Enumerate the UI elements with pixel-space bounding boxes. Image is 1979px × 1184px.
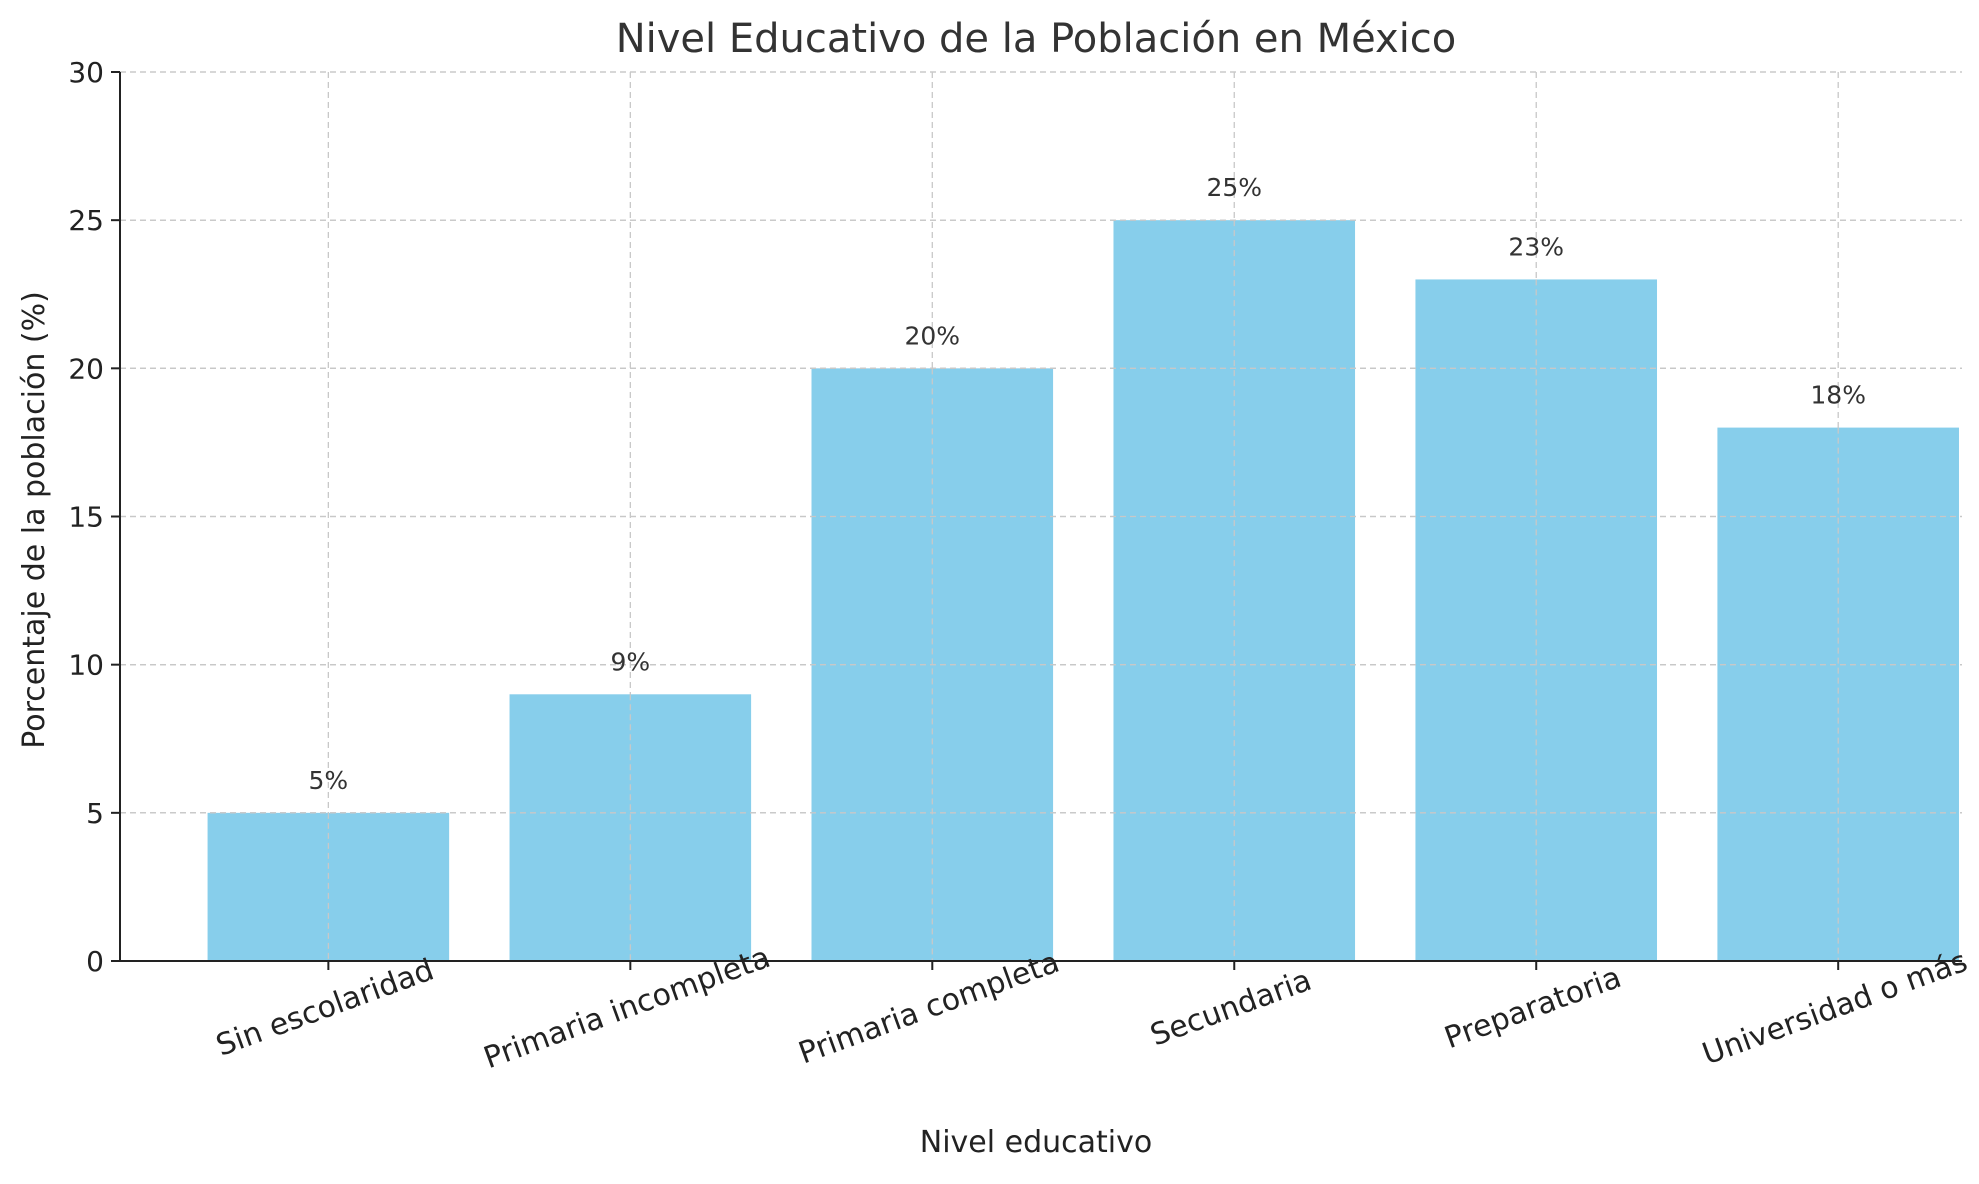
y-tick-label: 5 — [86, 797, 104, 830]
y-tick-label: 10 — [68, 649, 104, 682]
y-tick-label: 30 — [68, 56, 104, 89]
y-axis-label: Porcentaje de la población (%) — [17, 291, 52, 749]
x-category-label: Primaria completa — [794, 945, 1064, 1072]
bar-value-label: 20% — [905, 321, 961, 350]
bar-value-label: 9% — [610, 647, 650, 676]
y-tick-label: 15 — [68, 501, 104, 534]
chart-title: Nivel Educativo de la Población en Méxic… — [616, 16, 1457, 62]
y-tick-label: 0 — [86, 945, 104, 978]
y-tick-label: 20 — [68, 352, 104, 385]
bar-value-label: 23% — [1508, 232, 1564, 261]
bars — [120, 71, 1962, 962]
x-axis-label: Nivel educativo — [920, 1125, 1152, 1160]
bar-value-label: 5% — [309, 766, 349, 795]
x-category-label: Universidad o más — [1698, 944, 1972, 1072]
x-category-label: Secundaria — [1146, 963, 1316, 1054]
bar-value-label: 25% — [1206, 173, 1262, 202]
x-category-label: Sin escolaridad — [212, 953, 439, 1064]
y-tick-label: 25 — [68, 204, 104, 237]
bar-value-label: 18% — [1810, 381, 1866, 410]
axes — [111, 71, 1962, 970]
x-category-label: Preparatoria — [1440, 960, 1626, 1056]
